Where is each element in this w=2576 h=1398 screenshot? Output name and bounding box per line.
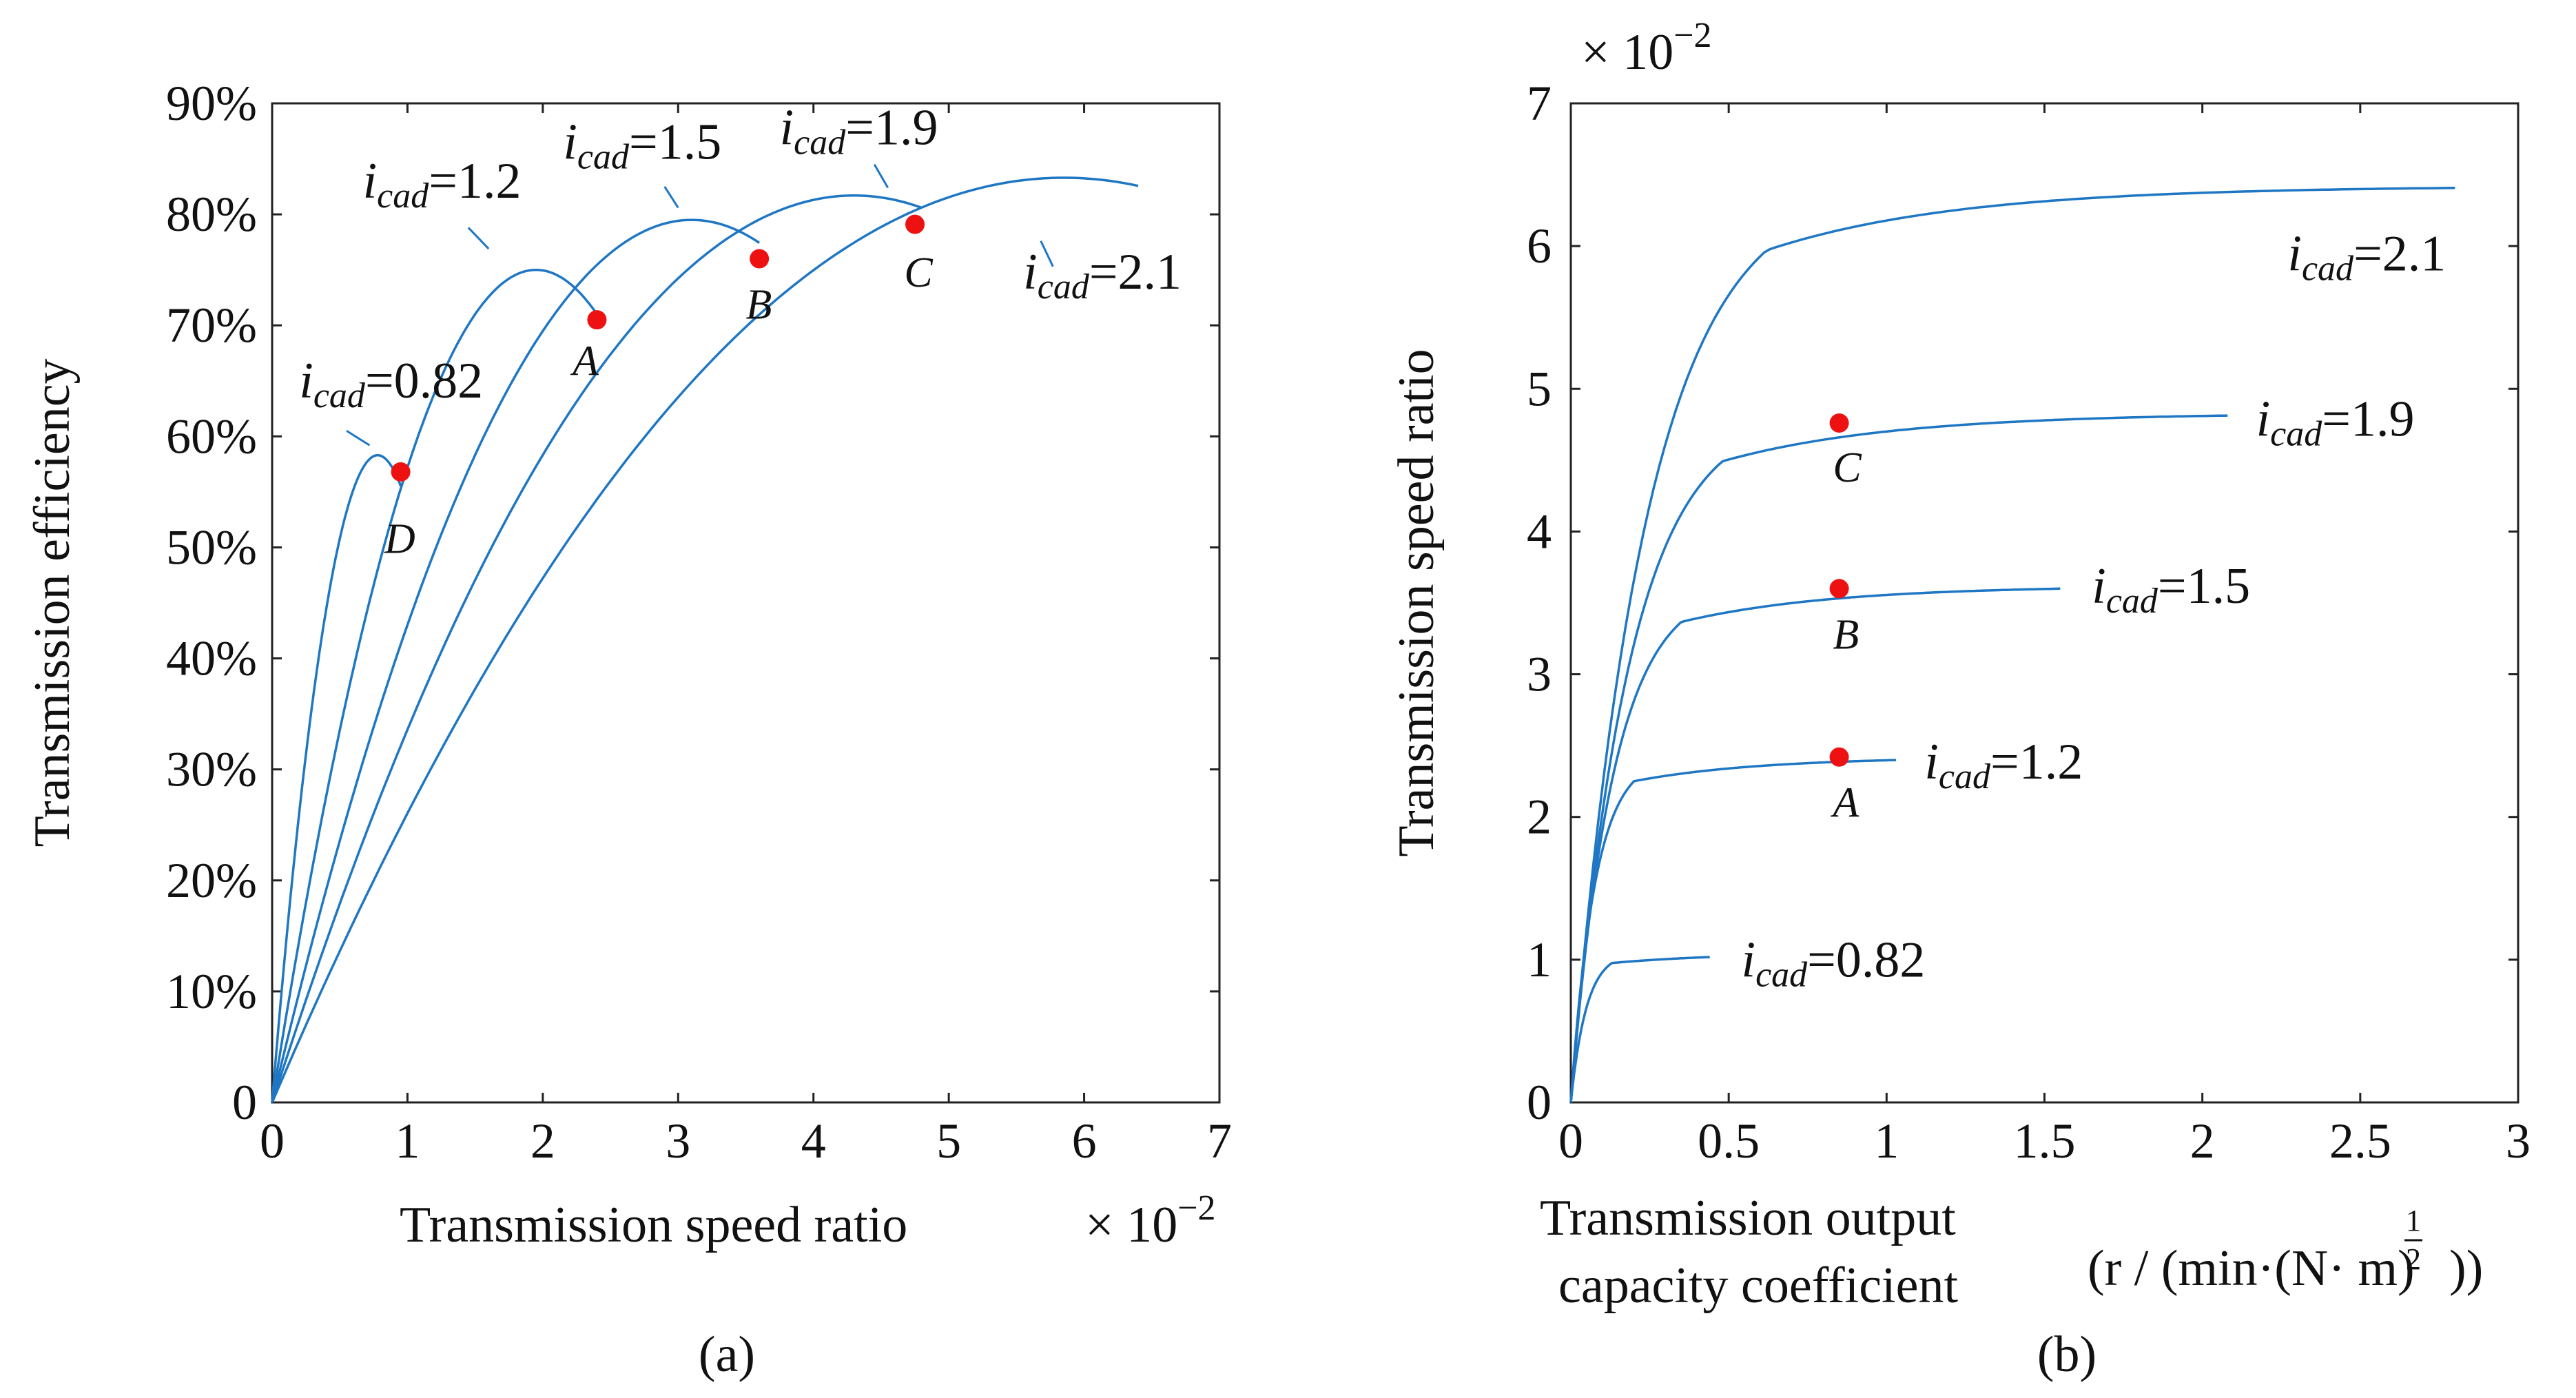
caption-a: (a)	[699, 1326, 755, 1383]
svg-text:)): ))	[2449, 1240, 2483, 1297]
point-label-b-C: C	[1833, 444, 1862, 491]
x-tick-label-b: 1.5	[2014, 1113, 2076, 1169]
operating-point-b-C	[1829, 413, 1849, 433]
leader-line-a	[873, 163, 889, 189]
point-label-b-A: A	[1830, 780, 1859, 827]
svg-text:(r / (min·(N· m): (r / (min·(N· m)	[2088, 1240, 2415, 1297]
plot-frame-a	[271, 102, 1221, 1104]
speed-ratio-curve-icad-0.82	[1569, 956, 1710, 1103]
curve-label-a-icad-1.2: icad=1.2	[363, 153, 522, 216]
x-axis-label-b-line1: Transmission output	[1540, 1190, 1956, 1246]
operating-points-a: A B C D	[384, 214, 933, 563]
y-tick-label-a: 50%	[166, 520, 257, 575]
curve-label-a-icad-1.9: icad=1.9	[780, 100, 938, 163]
y-tick-label-a: 20%	[166, 853, 257, 908]
curve-label-a-icad-2.1: icad=2.1	[1023, 244, 1182, 307]
operating-point-b-B	[1829, 579, 1849, 599]
speed-ratio-curve-icad-1.9	[1569, 414, 2228, 1103]
svg-text:1: 1	[2406, 1204, 2421, 1237]
y-tick-label-a: 40%	[166, 631, 257, 686]
operating-points-b: A B C	[1829, 413, 1862, 827]
x-tick-label-a: 5	[936, 1113, 961, 1169]
axis-ticks-b: 0 0.5 1 1.5 2 2.5 3 0 1 2 3 4 5 6 7	[1527, 76, 2531, 1169]
x-tick-label-a: 2	[530, 1113, 555, 1169]
x-axis-unit-b: (r / (min·(N· m) )) 1 2	[2088, 1204, 2483, 1297]
leader-line-a	[467, 227, 490, 250]
y-tick-label-a: 30%	[166, 742, 257, 797]
y-tick-label-a: 10%	[166, 964, 257, 1019]
y-tick-label-b: 6	[1527, 218, 1552, 274]
leader-line-a	[346, 430, 371, 446]
x-tick-label-b: 0.5	[1698, 1113, 1760, 1169]
curve-label-b-icad-1.5: icad=1.5	[2092, 558, 2250, 621]
point-label-D: D	[384, 516, 415, 563]
efficiency-curve-icad-1.2	[271, 268, 598, 1103]
x-tick-label-a: 1	[395, 1113, 420, 1169]
y-tick-label-b: 3	[1527, 647, 1552, 702]
speed-ratio-curves	[1569, 187, 2455, 1103]
point-label-b-B: B	[1833, 611, 1859, 658]
curve-label-b-icad-1.9: icad=1.9	[2256, 391, 2415, 454]
y-axis-label-a: Transmission efficiency	[24, 358, 81, 847]
y-tick-label-b: 5	[1527, 361, 1552, 416]
curve-label-b-icad-2.1: icad=2.1	[2287, 225, 2446, 288]
operating-point-b-A	[1829, 747, 1849, 767]
x-axis-label-b-line2: capacity coefficient	[1558, 1257, 1958, 1314]
point-label-C: C	[904, 249, 933, 296]
curve-label-leaders-a	[346, 163, 1054, 446]
curve-labels-b: icad=0.82 icad=1.2 icad=1.5 icad=1.9 icad=2.…	[1742, 225, 2446, 994]
svg-text:2: 2	[2406, 1242, 2421, 1276]
y-axis-label-b: Transmission speed ratio	[1388, 349, 1445, 856]
efficiency-curve-icad-1.5	[271, 218, 761, 1103]
operating-point-B	[750, 249, 770, 269]
y-tick-label-b: 4	[1527, 504, 1552, 559]
y-tick-label-a: 0	[232, 1075, 257, 1130]
efficiency-curve-icad-0.82	[271, 453, 402, 1103]
curve-label-a-icad-0.82: icad=0.82	[299, 353, 483, 415]
curve-label-b-icad-1.2: icad=1.2	[1924, 734, 2083, 796]
x-multiplier-a: × 10−2	[1085, 1189, 1216, 1253]
y-tick-label-a: 60%	[166, 409, 257, 464]
operating-point-A	[587, 310, 607, 330]
leader-line-a	[663, 186, 679, 209]
x-axis-label-a: Transmission speed ratio	[400, 1197, 907, 1253]
operating-point-C	[905, 214, 925, 234]
x-tick-label-b: 1	[1874, 1113, 1899, 1169]
x-tick-label-b: 2.5	[2329, 1113, 2391, 1169]
y-tick-label-b: 0	[1527, 1075, 1552, 1130]
x-tick-label-a: 4	[801, 1113, 826, 1169]
caption-b: (b)	[2037, 1326, 2096, 1383]
y-tick-label-b: 2	[1527, 790, 1552, 845]
curve-label-b-icad-0.82: icad=0.82	[1742, 932, 1926, 995]
y-multiplier-b: × 10−2	[1581, 16, 1712, 81]
x-tick-label-a: 6	[1072, 1113, 1097, 1169]
y-tick-label-b: 1	[1527, 932, 1552, 987]
x-tick-label-a: 3	[666, 1113, 690, 1169]
panel-a-efficiency-chart: 0 1 2 3 4 5 6 7 0 10% 20% 30% 40% 50% 60% 70% 80% 90% A B C…	[24, 76, 1232, 1383]
y-tick-label-a: 90%	[166, 76, 257, 131]
curve-labels-a: icad=0.82 icad=1.2 icad=1.5 icad=1.9 icad=2.…	[299, 100, 1182, 415]
y-tick-label-a: 80%	[166, 187, 257, 242]
curve-label-a-icad-1.5: icad=1.5	[563, 114, 721, 177]
y-tick-label-a: 70%	[166, 298, 257, 353]
efficiency-curve-icad-2.1	[271, 176, 1139, 1103]
point-label-A: A	[570, 338, 599, 385]
leader-line-a	[1040, 240, 1054, 267]
x-tick-label-b: 3	[2506, 1113, 2531, 1169]
speed-ratio-curve-icad-1.5	[1569, 587, 2061, 1103]
point-label-B: B	[746, 282, 772, 329]
axis-ticks-a: 0 1 2 3 4 5 6 7 0 10% 20% 30% 40% 50% 60% 70% 80% 90%	[166, 76, 1232, 1169]
efficiency-curves	[271, 176, 1139, 1103]
y-tick-label-b: 7	[1527, 76, 1552, 131]
efficiency-curve-icad-1.9	[271, 194, 923, 1103]
speed-ratio-curve-icad-2.1	[1569, 187, 2455, 1103]
x-tick-label-b: 0	[1558, 1113, 1583, 1169]
x-tick-label-a: 7	[1207, 1113, 1232, 1169]
x-tick-label-a: 0	[260, 1113, 285, 1169]
operating-point-D	[391, 462, 411, 482]
x-tick-label-b: 2	[2190, 1113, 2215, 1169]
